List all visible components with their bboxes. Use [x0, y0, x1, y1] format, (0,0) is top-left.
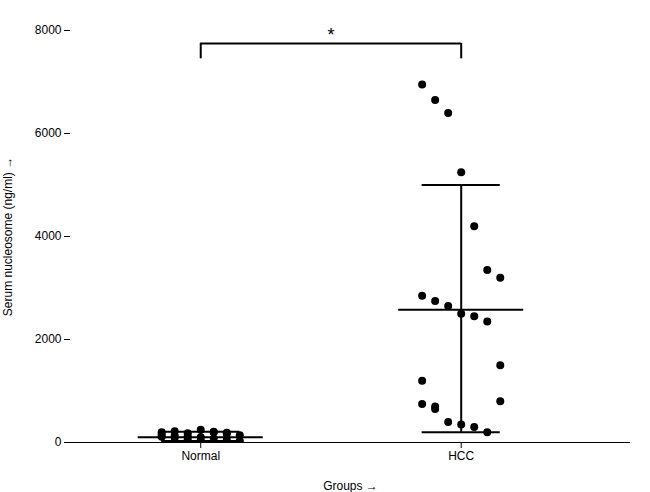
- svg-text:Serum nucleosome (ng/ml) →: Serum nucleosome (ng/ml) →: [1, 157, 15, 316]
- svg-text:4000: 4000: [35, 229, 62, 243]
- svg-text:6000: 6000: [35, 126, 62, 140]
- svg-text:2000: 2000: [35, 332, 62, 346]
- svg-text:0: 0: [55, 435, 62, 449]
- svg-text:Normal: Normal: [181, 449, 220, 463]
- svg-text:*: *: [327, 25, 334, 45]
- svg-text:Groups →: Groups →: [323, 479, 378, 492]
- svg-text:HCC: HCC: [448, 449, 474, 463]
- svg-text:8000: 8000: [35, 23, 62, 37]
